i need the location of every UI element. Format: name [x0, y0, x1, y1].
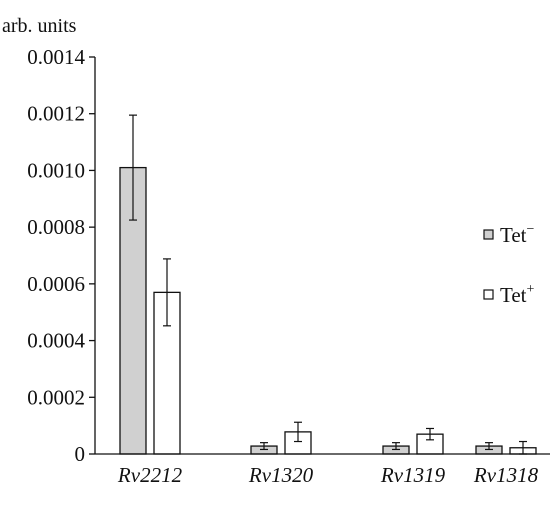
legend-swatch-tet-minus	[483, 229, 494, 240]
legend-item-tet-minus: Tet−	[483, 222, 535, 247]
y-axis-unit-label: arb. units	[2, 15, 77, 37]
y-tick-label: 0	[75, 442, 86, 466]
legend-label-tet-minus: Tet−	[500, 222, 535, 247]
legend: Tet− Tet+	[483, 222, 535, 307]
y-axis: 0 0.0002 0.0004 0.0006 0.0008 0.0010 0.0012 0.0…	[27, 45, 96, 466]
legend-swatch-tet-plus	[483, 289, 494, 300]
error-bars	[129, 114, 527, 455]
legend-item-tet-plus: Tet+	[483, 282, 535, 307]
y-tick-label: 0.0012	[27, 102, 85, 126]
y-tick-label: 0.0008	[27, 215, 85, 239]
bars	[119, 166, 537, 455]
x-category-label: Rv1319	[380, 463, 446, 487]
y-tick-label: 0.0010	[27, 158, 85, 182]
y-tick-label: 0.0014	[27, 45, 85, 69]
y-tick-label: 0.0006	[27, 272, 85, 296]
x-category-label: Rv1320	[248, 463, 314, 487]
y-tick-label: 0.0002	[27, 385, 85, 409]
x-axis: Rv2212 Rv1320 Rv1319 Rv1318	[95, 453, 550, 487]
legend-label-tet-plus: Tet+	[500, 282, 535, 307]
y-tick-label: 0.0004	[27, 329, 85, 353]
x-category-label: Rv1318	[473, 463, 539, 487]
x-category-label: Rv2212	[117, 463, 183, 487]
